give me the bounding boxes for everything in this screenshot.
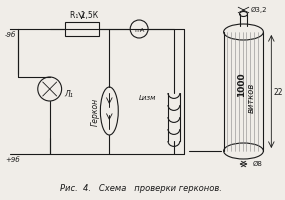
Text: -9б: -9б <box>5 32 16 38</box>
Text: R₁ 1,5К: R₁ 1,5К <box>70 11 98 20</box>
Text: 1000: 1000 <box>237 72 246 96</box>
Text: 22: 22 <box>273 88 283 97</box>
Text: Геркон: Геркон <box>91 97 100 125</box>
Text: витков: витков <box>247 82 256 112</box>
Text: Lизм: Lизм <box>139 95 156 100</box>
Text: Рис.  4.   Схема   проверки герконов.: Рис. 4. Схема проверки герконов. <box>60 183 222 192</box>
Text: Л₁: Л₁ <box>65 90 73 99</box>
Text: +9б: +9б <box>5 156 20 162</box>
Bar <box>65 23 99 37</box>
Text: Ø8: Ø8 <box>253 160 262 166</box>
Text: mA: mA <box>134 28 144 33</box>
Text: Ø3,2: Ø3,2 <box>251 7 267 13</box>
